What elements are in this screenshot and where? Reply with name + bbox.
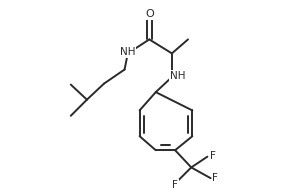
Text: F: F <box>211 151 216 161</box>
Text: F: F <box>212 173 218 183</box>
Text: F: F <box>172 180 178 190</box>
Text: NH: NH <box>170 71 185 81</box>
Text: NH: NH <box>120 47 135 57</box>
Text: O: O <box>145 9 154 19</box>
